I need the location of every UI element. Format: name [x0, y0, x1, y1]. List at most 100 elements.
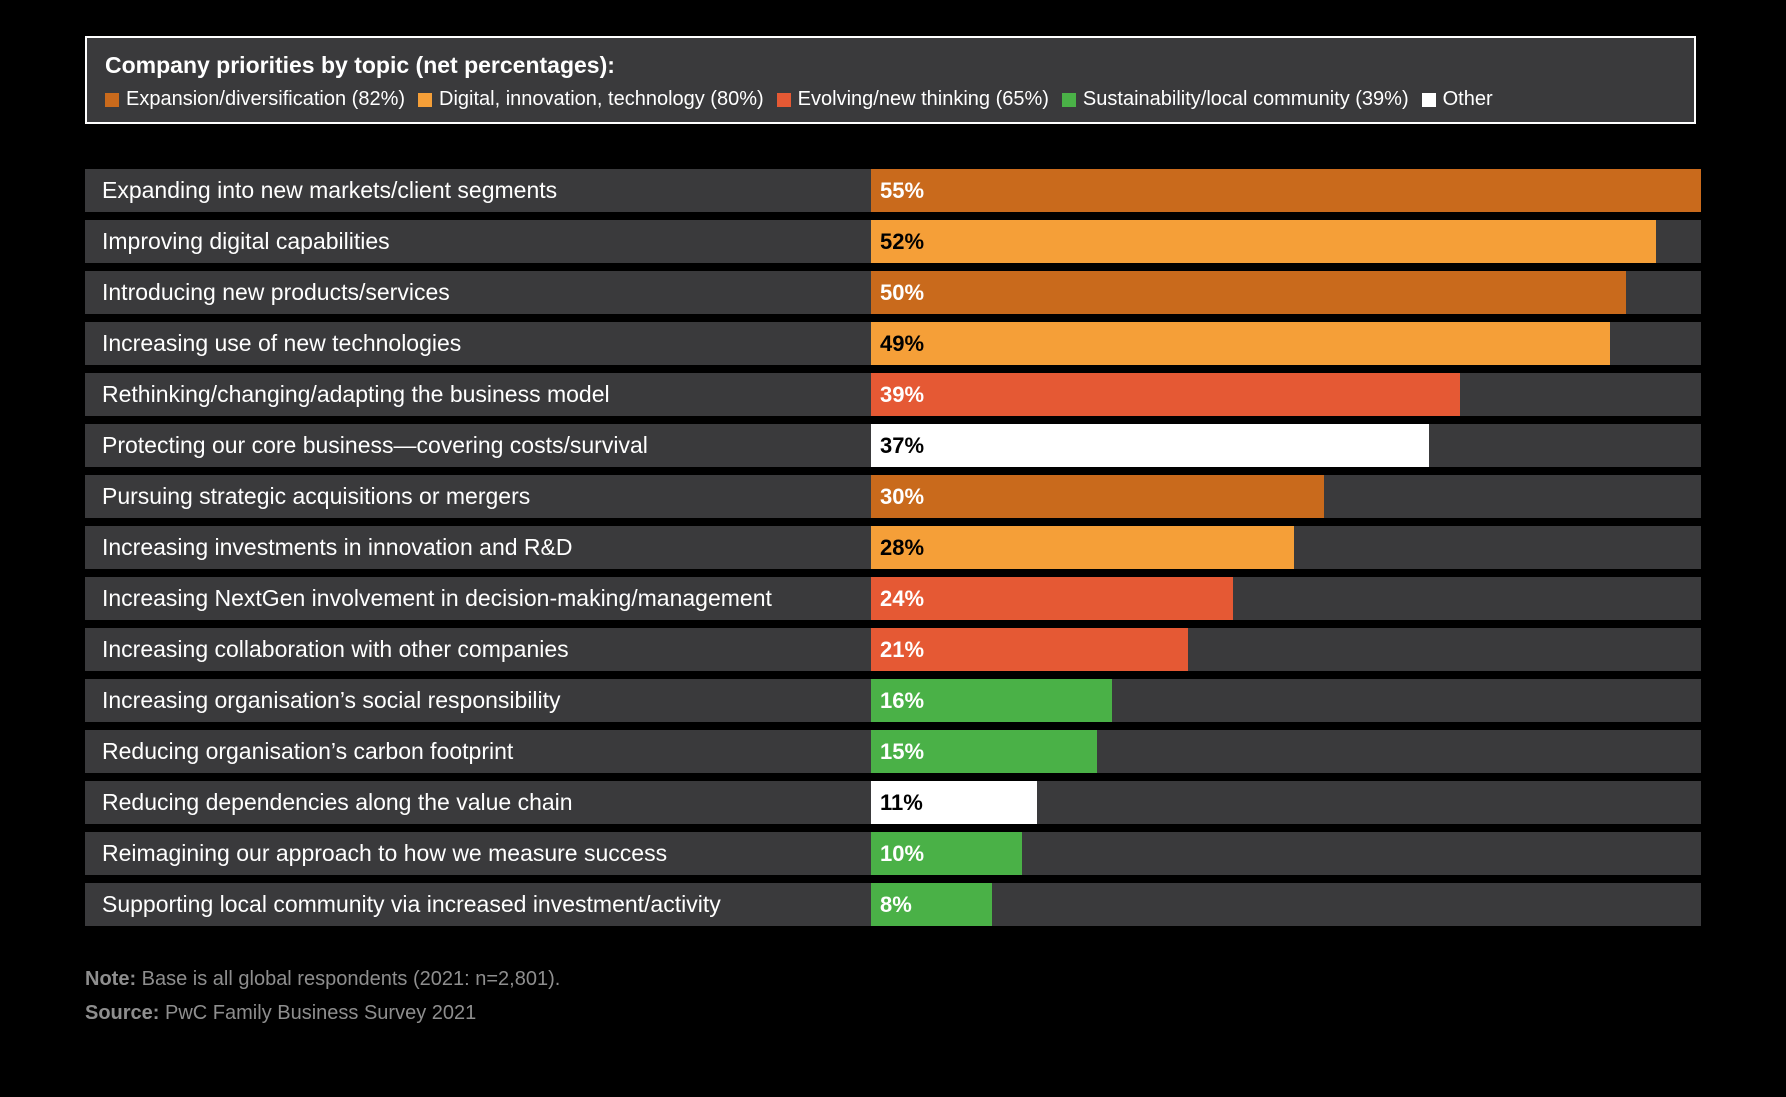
value-label: 24%	[880, 586, 925, 611]
category-label: Increasing use of new technologies	[102, 330, 462, 356]
bar-row: Rethinking/changing/adapting the busines…	[85, 373, 1701, 416]
legend-label: Digital, innovation, technology (80%)	[439, 88, 764, 110]
bar-track: 15%	[871, 730, 1701, 773]
value-label: 16%	[880, 688, 925, 713]
legend-label: Other	[1442, 88, 1493, 110]
bar-row: Reducing organisation’s carbon footprint…	[85, 730, 1701, 773]
bar-row: Reducing dependencies along the value ch…	[85, 781, 1701, 824]
value-label: 30%	[880, 484, 925, 509]
bar	[871, 220, 1656, 263]
bar-row: Increasing NextGen involvement in decisi…	[85, 577, 1701, 620]
legend-swatch	[1421, 92, 1436, 107]
value-label: 49%	[880, 331, 925, 356]
bar-row: Introducing new products/services 50%	[85, 271, 1701, 314]
bar	[871, 322, 1611, 365]
legend-swatch	[776, 92, 791, 107]
legend-item: Digital, innovation, technology (80%)	[418, 88, 764, 111]
source-label: Source:	[85, 1002, 160, 1024]
bar-track: 30%	[871, 475, 1701, 518]
value-label: 15%	[880, 739, 925, 764]
bar-row: Increasing collaboration with other comp…	[85, 628, 1701, 671]
source-text: PwC Family Business Survey 2021	[159, 1002, 477, 1024]
legend-label: Evolving/new thinking (65%)	[797, 88, 1049, 110]
category-label: Reducing dependencies along the value ch…	[102, 789, 573, 815]
bar-track: 39%	[871, 373, 1701, 416]
value-label: 28%	[880, 535, 925, 560]
legend-label: Expansion/diversification (82%)	[126, 88, 406, 110]
bar-row: Protecting our core business—covering co…	[85, 424, 1701, 467]
legend-swatch	[418, 92, 433, 107]
category-label: Introducing new products/services	[102, 279, 450, 305]
category-label: Increasing investments in innovation and…	[102, 534, 573, 560]
bar	[871, 781, 1037, 824]
bar-track: 52%	[871, 220, 1701, 263]
legend-box: Company priorities by topic (net percent…	[85, 36, 1696, 124]
bar-row: Increasing use of new technologies 49%	[85, 322, 1701, 365]
bar-row: Improving digital capabilities 52%	[85, 220, 1701, 263]
legend-item: Expansion/diversification (82%)	[105, 88, 405, 111]
bar-track: 16%	[871, 679, 1701, 722]
note-text: Base is all global respondents (2021: n=…	[136, 968, 561, 990]
bar	[871, 679, 1113, 722]
bar-row: Supporting local community via increased…	[85, 883, 1701, 926]
bar-chart: Expanding into new markets/client segmen…	[85, 169, 1701, 934]
category-label: Reducing organisation’s carbon footprint	[102, 738, 514, 764]
value-label: 52%	[880, 229, 925, 254]
legend-item: Other	[1421, 88, 1493, 111]
bar	[871, 373, 1460, 416]
bar-track: 37%	[871, 424, 1701, 467]
category-label: Increasing NextGen involvement in decisi…	[102, 585, 772, 611]
bar-track: 50%	[871, 271, 1701, 314]
category-label: Supporting local community via increased…	[102, 891, 721, 917]
bar-track: 8%	[871, 883, 1701, 926]
bar-track: 49%	[871, 322, 1701, 365]
bar	[871, 169, 1701, 212]
legend-label: Sustainability/local community (39%)	[1082, 88, 1409, 110]
value-label: 21%	[880, 637, 925, 662]
source: Source: PwC Family Business Survey 2021	[85, 1002, 476, 1025]
bar-row: Increasing organisation’s social respons…	[85, 679, 1701, 722]
bar	[871, 628, 1188, 671]
bar-track: 55%	[871, 169, 1701, 212]
bar	[871, 832, 1022, 875]
legend-swatch	[105, 92, 119, 107]
bar-row: Pursuing strategic acquisitions or merge…	[85, 475, 1701, 518]
bar-track: 21%	[871, 628, 1701, 671]
bar	[871, 475, 1324, 518]
legend-item: Sustainability/local community (39%)	[1061, 88, 1409, 111]
value-label: 11%	[880, 790, 923, 815]
bar	[871, 526, 1294, 569]
chart-title: Company priorities by topic (net percent…	[105, 52, 615, 78]
bar-track: 10%	[871, 832, 1701, 875]
bar	[871, 730, 1098, 773]
bar-row: Expanding into new markets/client segmen…	[85, 169, 1701, 212]
value-label: 55%	[880, 178, 925, 203]
note-label: Note:	[85, 968, 137, 990]
legend-swatch	[1061, 92, 1076, 107]
legend-item: Evolving/new thinking (65%)	[776, 88, 1049, 111]
category-label: Reimagining our approach to how we measu…	[102, 840, 668, 866]
bar-track: 11%	[871, 781, 1701, 824]
category-label: Protecting our core business—covering co…	[102, 432, 648, 458]
value-label: 50%	[880, 280, 925, 305]
value-label: 39%	[880, 382, 925, 407]
category-label: Improving digital capabilities	[102, 228, 390, 254]
bar-row: Increasing investments in innovation and…	[85, 526, 1701, 569]
category-label: Rethinking/changing/adapting the busines…	[102, 381, 610, 407]
legend-items: Expansion/diversification (82%) Digital, …	[105, 88, 1506, 111]
category-label: Increasing organisation’s social respons…	[102, 687, 561, 713]
category-label: Expanding into new markets/client segmen…	[102, 177, 558, 203]
value-label: 8%	[880, 892, 912, 917]
bar-track: 28%	[871, 526, 1701, 569]
bar-track: 24%	[871, 577, 1701, 620]
value-label: 37%	[880, 433, 925, 458]
bar	[871, 883, 992, 926]
bar	[871, 424, 1430, 467]
bar	[871, 577, 1234, 620]
category-label: Increasing collaboration with other comp…	[102, 636, 569, 662]
value-label: 10%	[880, 841, 925, 866]
category-label: Pursuing strategic acquisitions or merge…	[102, 483, 531, 509]
bar	[871, 271, 1626, 314]
note: Note: Base is all global respondents (20…	[85, 968, 560, 991]
bar-row: Reimagining our approach to how we measu…	[85, 832, 1701, 875]
